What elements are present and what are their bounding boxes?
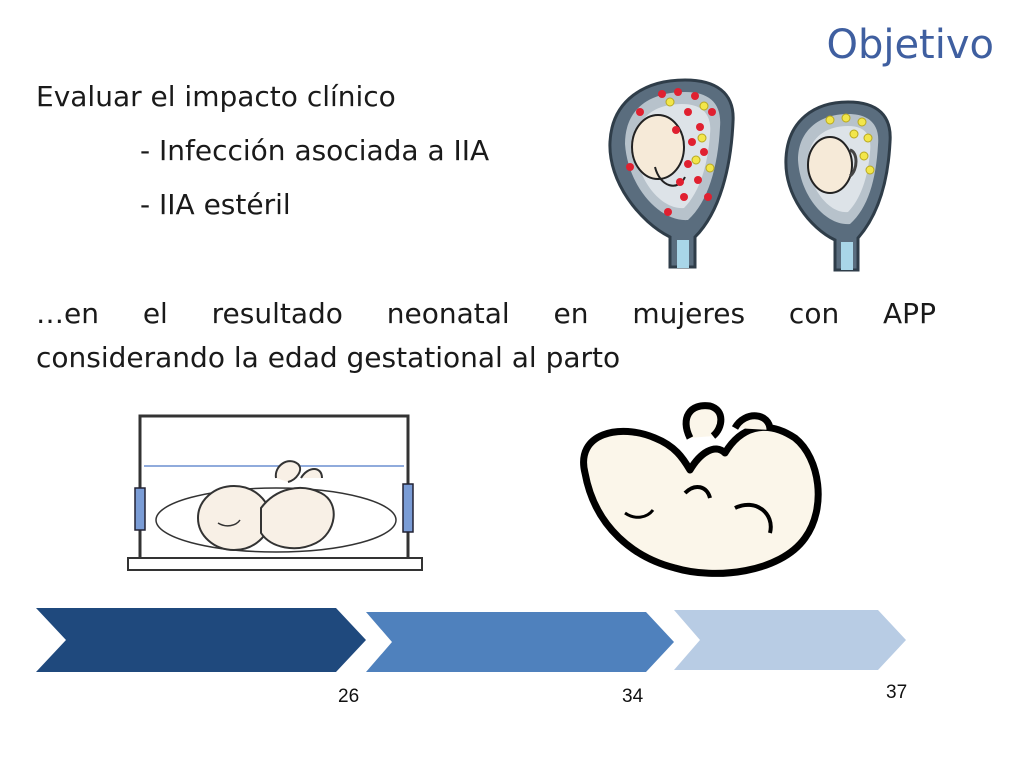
uterus-illustrations (608, 78, 892, 272)
paragraph-word: …en (36, 297, 99, 330)
uterus-sterile-icon (784, 100, 892, 272)
timeline-label-37: 37 (886, 682, 908, 703)
outcome-paragraph: …en el resultado neonatal en mujeres con… (36, 292, 936, 380)
timeline-chevron-late-preterm (674, 610, 906, 670)
bullet-sterile: - IIA estéril (140, 188, 291, 221)
paragraph-word: el (142, 297, 168, 330)
slide-title: Objetivo (826, 22, 994, 68)
newborn-baby-icon (580, 402, 822, 577)
timeline-label-34: 34 (622, 686, 644, 707)
bullet-infection: - Infección asociada a IIA (140, 134, 490, 167)
paragraph-word: en (553, 297, 589, 330)
incubator-baby-icon (127, 414, 423, 571)
paragraph-word: resultado (211, 297, 343, 330)
gestational-age-timeline (36, 608, 906, 672)
timeline-chevron-preterm (366, 612, 674, 672)
timeline-chevron-extreme-preterm (36, 608, 366, 672)
paragraph-word: neonatal (386, 297, 510, 330)
paragraph-word: mujeres (632, 297, 746, 330)
objective-line: Evaluar el impacto clínico (36, 80, 396, 113)
uterus-infected-icon (608, 78, 735, 269)
paragraph-word: con (788, 297, 840, 330)
paragraph-line-1: …en el resultado neonatal en mujeres con… (36, 292, 936, 336)
timeline-label-26: 26 (338, 686, 360, 707)
paragraph-word: APP (883, 297, 936, 330)
paragraph-line-2: considerando la edad gestational al part… (36, 341, 621, 374)
